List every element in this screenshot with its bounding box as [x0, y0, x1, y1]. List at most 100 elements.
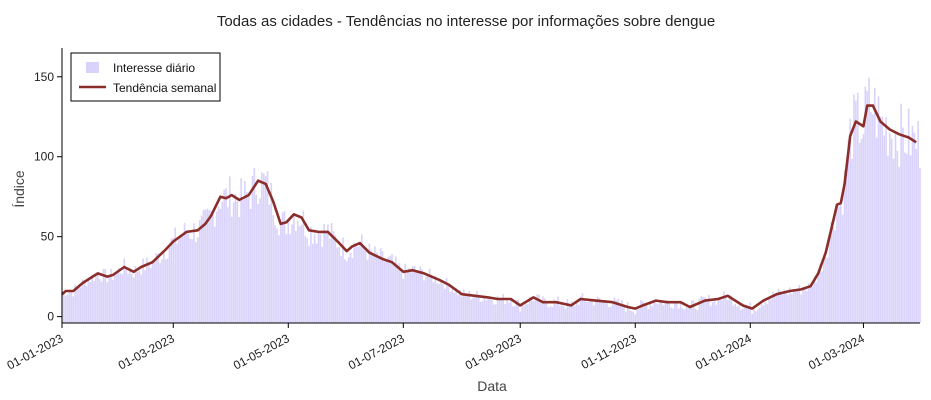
daily-bar [76, 286, 78, 323]
daily-bar [223, 189, 225, 323]
daily-bar [253, 167, 256, 323]
daily-bar [368, 243, 371, 323]
daily-bar [383, 261, 386, 323]
daily-bar [806, 291, 808, 323]
daily-bar [66, 294, 69, 323]
daily-bar [229, 176, 231, 323]
daily-bar [511, 306, 514, 323]
daily-bar [866, 91, 868, 323]
daily-bar [332, 231, 335, 323]
daily-bar [313, 234, 316, 323]
daily-bar [892, 158, 895, 323]
daily-bar [679, 300, 682, 323]
daily-bar [487, 298, 489, 323]
daily-bar [234, 193, 237, 323]
daily-bar [547, 307, 550, 323]
daily-bar [534, 296, 537, 323]
daily-bars [61, 77, 921, 324]
daily-bar [244, 180, 246, 323]
daily-bar [781, 294, 784, 323]
daily-bar [415, 271, 418, 323]
daily-bar [551, 306, 554, 323]
daily-bar [685, 307, 687, 323]
daily-bar [293, 214, 295, 323]
daily-bar [557, 296, 559, 323]
daily-bar [596, 296, 599, 323]
daily-bar [155, 253, 158, 323]
daily-bar [611, 303, 614, 323]
daily-bar [413, 266, 416, 323]
daily-bar [283, 211, 286, 323]
daily-bar [574, 305, 576, 323]
daily-bar [849, 118, 852, 324]
legend-label-daily: Interesse diário [113, 61, 195, 75]
daily-bar [102, 268, 105, 323]
daily-bar [63, 291, 65, 323]
daily-bar [232, 202, 235, 323]
daily-bar [494, 304, 497, 323]
daily-bar [146, 257, 148, 323]
daily-bar [715, 304, 718, 323]
daily-bar [875, 137, 878, 323]
daily-bar [785, 292, 787, 323]
daily-bar [163, 252, 165, 323]
daily-bar [906, 153, 908, 323]
daily-bar [638, 308, 640, 323]
daily-bar [692, 300, 695, 323]
daily-bar [570, 301, 572, 323]
y-axis-ticks: 0 50 100 150 [34, 70, 62, 324]
daily-bar [246, 192, 248, 323]
daily-bar [374, 246, 376, 323]
daily-bar [802, 288, 804, 323]
daily-bar [657, 304, 659, 323]
daily-bar [108, 276, 110, 323]
x-tick-label: 01-01-2023 [5, 331, 66, 372]
daily-bar [255, 194, 258, 323]
daily-bar [447, 284, 450, 323]
daily-bar [328, 238, 331, 323]
daily-bar [64, 295, 67, 323]
x-tick-label: 01-09-2023 [463, 331, 524, 372]
daily-bar [636, 309, 638, 323]
daily-bar [809, 283, 812, 323]
daily-bar [242, 199, 244, 323]
daily-bar [196, 237, 199, 323]
daily-bar [123, 258, 126, 323]
daily-bar [617, 298, 620, 323]
daily-bar [653, 301, 655, 323]
daily-bar [862, 134, 865, 323]
daily-bar [372, 254, 374, 323]
daily-bar [670, 307, 672, 323]
daily-bar [655, 303, 657, 323]
daily-bar [115, 271, 118, 323]
daily-bar [677, 308, 680, 323]
daily-bar [626, 302, 629, 323]
daily-bar [330, 223, 333, 323]
daily-bar [702, 296, 704, 323]
daily-bar [860, 138, 863, 323]
daily-bar [312, 243, 314, 323]
daily-bar [217, 206, 220, 323]
daily-bar [423, 280, 425, 323]
daily-bar [404, 263, 406, 323]
daily-bar [504, 304, 506, 323]
daily-bar [555, 301, 557, 323]
daily-bar [296, 221, 299, 323]
daily-bar [430, 274, 433, 323]
daily-bar [777, 288, 780, 323]
daily-bar [587, 301, 589, 323]
daily-bar [853, 94, 855, 324]
daily-bar [851, 158, 853, 323]
daily-bar [342, 237, 344, 323]
daily-bar [738, 305, 740, 323]
daily-bar [457, 294, 459, 323]
daily-bar [562, 306, 565, 323]
daily-bar [762, 305, 765, 323]
daily-bar [687, 306, 689, 323]
daily-bar [489, 297, 491, 323]
daily-bar [172, 237, 175, 323]
daily-bar [100, 281, 103, 323]
daily-bar [583, 298, 586, 323]
daily-bar [189, 238, 192, 323]
